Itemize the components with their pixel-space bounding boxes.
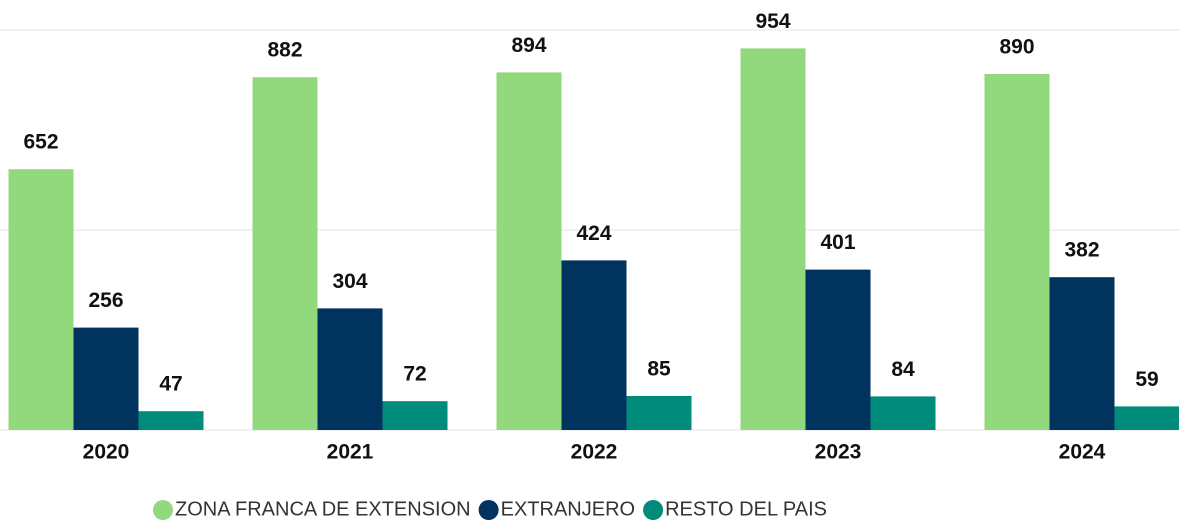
value-label: 894 (511, 34, 546, 57)
bar (382, 401, 448, 430)
legend-swatch (643, 500, 664, 520)
bar (870, 396, 936, 430)
legend-label: EXTRANJERO (501, 498, 635, 520)
bar (1049, 277, 1115, 430)
value-label: 882 (267, 39, 302, 62)
x-tick-label: 2020 (83, 441, 130, 464)
value-label: 652 (23, 131, 58, 154)
bar (561, 260, 627, 430)
value-label: 47 (159, 373, 182, 396)
legend-swatch (478, 500, 499, 520)
bar (138, 411, 204, 430)
value-label: 72 (403, 363, 426, 386)
x-tick-label: 2021 (327, 441, 374, 464)
value-label: 890 (999, 36, 1034, 59)
value-label: 401 (820, 231, 855, 254)
x-tick-label: 2024 (1059, 441, 1106, 464)
value-label: 84 (891, 358, 915, 381)
value-label: 304 (332, 270, 367, 293)
value-label: 954 (755, 10, 790, 33)
value-label: 59 (1135, 368, 1158, 391)
legend: ZONA FRANCA DE EXTENSION EXTRANJERO RESTO … (153, 498, 827, 520)
legend-label: RESTO DEL PAIS (665, 498, 827, 520)
bar (317, 308, 383, 430)
value-label: 256 (88, 289, 123, 312)
legend-label: ZONA FRANCA DE EXTENSION (175, 498, 471, 520)
value-label: 85 (647, 358, 671, 381)
value-label: 382 (1064, 239, 1099, 262)
bar (1114, 406, 1179, 430)
bar (626, 396, 692, 430)
bar (8, 169, 74, 430)
bar (984, 74, 1050, 430)
bar (496, 72, 562, 431)
x-tick-label: 2023 (815, 441, 862, 464)
bar (73, 327, 139, 430)
legend-swatch (153, 500, 173, 520)
value-label: 424 (576, 222, 611, 245)
bar (740, 48, 806, 431)
bar (252, 77, 318, 430)
bar (805, 269, 871, 430)
x-tick-label: 2022 (571, 441, 618, 464)
